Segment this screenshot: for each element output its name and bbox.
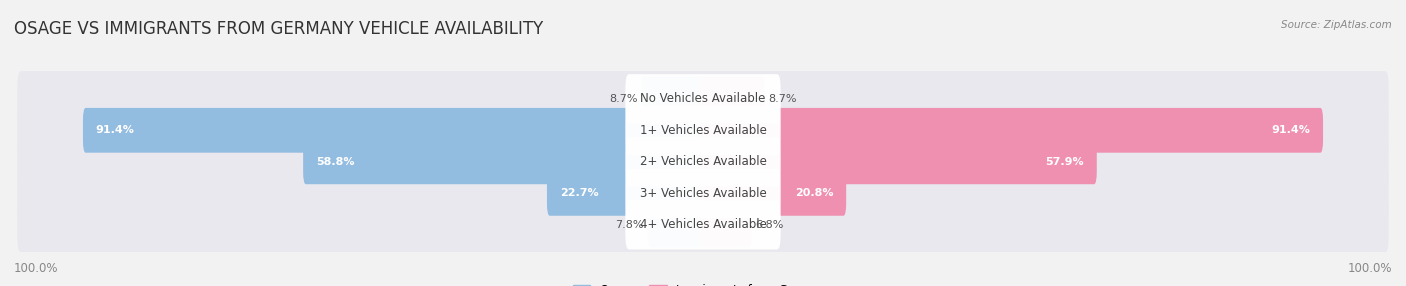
Text: 2+ Vehicles Available: 2+ Vehicles Available bbox=[640, 155, 766, 168]
FancyBboxPatch shape bbox=[700, 140, 1097, 184]
Text: 100.0%: 100.0% bbox=[1347, 262, 1392, 275]
FancyBboxPatch shape bbox=[17, 134, 1389, 189]
Text: 100.0%: 100.0% bbox=[14, 262, 59, 275]
FancyBboxPatch shape bbox=[626, 169, 780, 218]
FancyBboxPatch shape bbox=[17, 197, 1389, 253]
Text: 3+ Vehicles Available: 3+ Vehicles Available bbox=[640, 187, 766, 200]
FancyBboxPatch shape bbox=[17, 166, 1389, 221]
Text: 22.7%: 22.7% bbox=[560, 188, 599, 198]
FancyBboxPatch shape bbox=[626, 106, 780, 155]
Legend: Osage, Immigrants from Germany: Osage, Immigrants from Germany bbox=[568, 279, 838, 286]
FancyBboxPatch shape bbox=[626, 74, 780, 123]
Text: 20.8%: 20.8% bbox=[794, 188, 834, 198]
Text: 58.8%: 58.8% bbox=[316, 157, 354, 167]
FancyBboxPatch shape bbox=[17, 71, 1389, 126]
Text: 7.8%: 7.8% bbox=[614, 220, 644, 230]
FancyBboxPatch shape bbox=[304, 140, 706, 184]
Text: 8.7%: 8.7% bbox=[769, 94, 797, 104]
Text: OSAGE VS IMMIGRANTS FROM GERMANY VEHICLE AVAILABILITY: OSAGE VS IMMIGRANTS FROM GERMANY VEHICLE… bbox=[14, 20, 543, 38]
Text: 57.9%: 57.9% bbox=[1045, 157, 1084, 167]
Text: 4+ Vehicles Available: 4+ Vehicles Available bbox=[640, 219, 766, 231]
Text: No Vehicles Available: No Vehicles Available bbox=[640, 92, 766, 105]
Text: Source: ZipAtlas.com: Source: ZipAtlas.com bbox=[1281, 20, 1392, 30]
Text: 91.4%: 91.4% bbox=[96, 125, 135, 135]
FancyBboxPatch shape bbox=[648, 202, 706, 247]
FancyBboxPatch shape bbox=[700, 108, 1323, 153]
FancyBboxPatch shape bbox=[83, 108, 706, 153]
Text: 1+ Vehicles Available: 1+ Vehicles Available bbox=[640, 124, 766, 137]
Text: 91.4%: 91.4% bbox=[1271, 125, 1310, 135]
FancyBboxPatch shape bbox=[547, 171, 706, 216]
Text: 8.7%: 8.7% bbox=[609, 94, 637, 104]
FancyBboxPatch shape bbox=[626, 137, 780, 186]
FancyBboxPatch shape bbox=[700, 202, 752, 247]
FancyBboxPatch shape bbox=[700, 171, 846, 216]
FancyBboxPatch shape bbox=[17, 103, 1389, 158]
FancyBboxPatch shape bbox=[700, 76, 765, 121]
FancyBboxPatch shape bbox=[641, 76, 706, 121]
FancyBboxPatch shape bbox=[626, 200, 780, 249]
Text: 6.8%: 6.8% bbox=[755, 220, 785, 230]
